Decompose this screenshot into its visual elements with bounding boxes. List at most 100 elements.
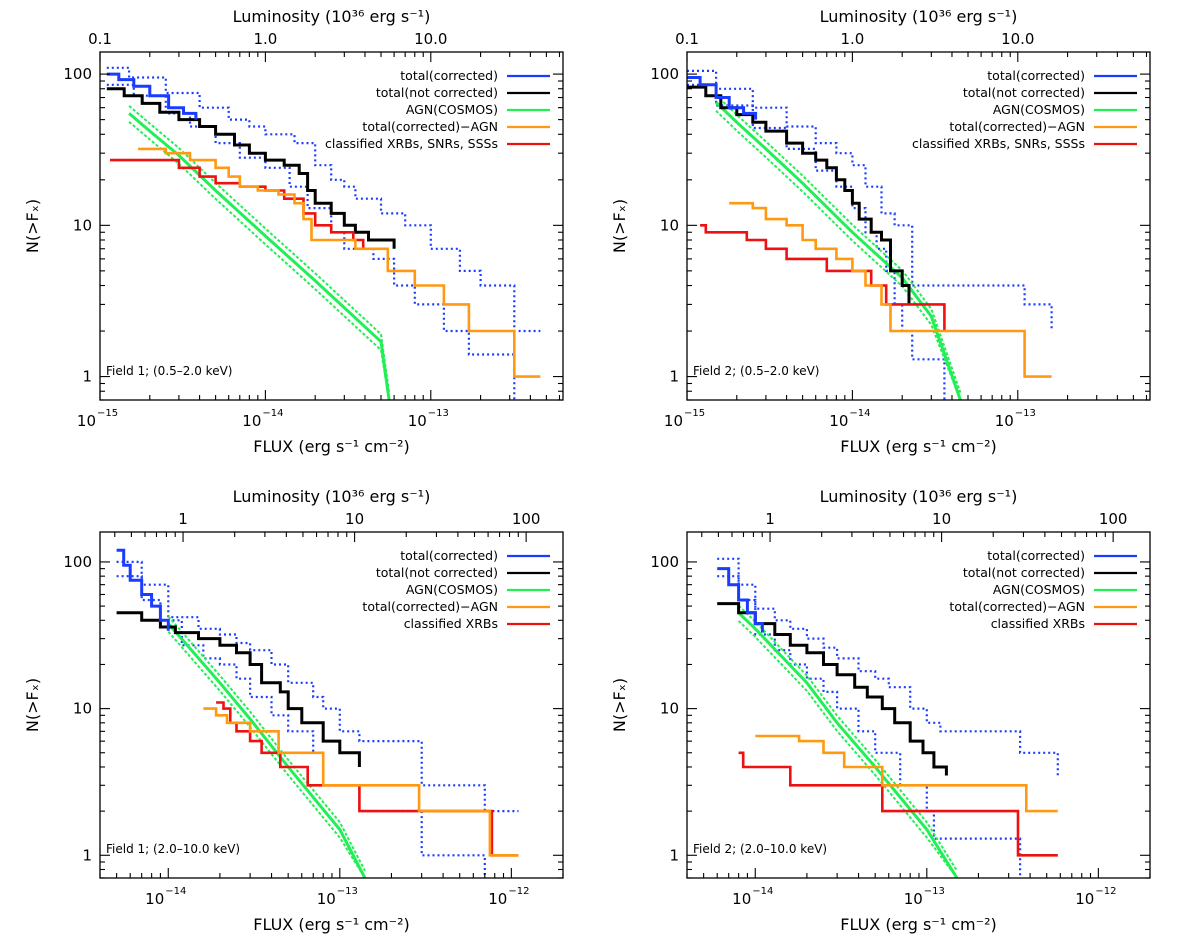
- top-tick-label: 1: [178, 510, 188, 528]
- x-axis-title: FLUX (erg s⁻¹ cm⁻²): [253, 437, 409, 456]
- x-tick-label: 10: [317, 890, 336, 908]
- agn-band-lower: [737, 620, 958, 878]
- legend-label-corrected-minus-agn: total(corrected)−AGN: [362, 119, 498, 134]
- x-tick-exponent: −14: [849, 408, 870, 419]
- y-tick-label: 1: [669, 846, 679, 864]
- field-annotation: Field 2; (0.5–2.0 keV): [693, 364, 819, 378]
- x-tick-label: 10: [904, 890, 923, 908]
- band-lower-line: [106, 83, 516, 400]
- legend-label-corrected-minus-agn: total(corrected)−AGN: [362, 599, 498, 614]
- series-line-total-corrected: [717, 567, 764, 633]
- y-tick-label: 1: [82, 368, 92, 386]
- y-tick-label: 10: [660, 700, 679, 718]
- band-upper-line: [106, 66, 541, 333]
- legend: total(corrected) total(not corrected) AGN(…: [912, 68, 1137, 151]
- series-line-corrected-minus-agn: [138, 147, 541, 378]
- x-tick-exponent: −12: [508, 886, 529, 897]
- y-tick-label: 10: [73, 700, 92, 718]
- top-axis-title: Luminosity (10³⁶ erg s⁻¹): [820, 487, 1018, 506]
- series-line-corrected-minus-agn: [729, 201, 1052, 378]
- y-axis-title: N(>Fₓ): [23, 678, 42, 732]
- x-tick-exponent: −13: [1015, 408, 1036, 419]
- top-tick-label: 10: [345, 510, 364, 528]
- x-tick-exponent: −14: [752, 886, 773, 897]
- y-tick-label: 1: [82, 846, 92, 864]
- top-tick-label: 0.1: [675, 30, 699, 48]
- band-lower-line: [687, 83, 946, 400]
- x-axis-title: FLUX (erg s⁻¹ cm⁻²): [840, 915, 996, 934]
- field-annotation: Field 2; (2.0–10.0 keV): [693, 842, 827, 856]
- series-line-total-corrected: [106, 72, 198, 120]
- x-tick-label: 10: [1075, 890, 1094, 908]
- series-line-total-not-corrected: [717, 602, 948, 776]
- top-tick-label: 100: [1099, 510, 1128, 528]
- series-line-agn-cosmos: [167, 622, 367, 878]
- top-tick-label: 10: [932, 510, 951, 528]
- top-axis-title: Luminosity (10³⁶ erg s⁻¹): [233, 7, 431, 26]
- x-tick-label: 10: [829, 412, 848, 430]
- series-line-total-corrected: [116, 548, 170, 631]
- agn-band-upper: [167, 615, 366, 872]
- series-line-agn-cosmos: [715, 101, 962, 400]
- legend-label-total-corrected: total(corrected): [987, 548, 1085, 563]
- y-tick-label: 10: [660, 216, 679, 234]
- band-lower-line: [717, 575, 1022, 878]
- series-line-agn-cosmos: [737, 611, 959, 878]
- x-tick-exponent: −12: [1095, 886, 1116, 897]
- band-upper-line: [717, 557, 1059, 778]
- x-axis-title: FLUX (erg s⁻¹ cm⁻²): [253, 915, 409, 934]
- plot-area: [106, 66, 541, 400]
- plot-area: [687, 69, 1053, 400]
- x-tick-label: 10: [77, 412, 96, 430]
- legend-label-total-corrected: total(corrected): [400, 68, 498, 83]
- series-line-agn-cosmos: [128, 112, 391, 400]
- y-tick-label: 100: [63, 553, 92, 571]
- agn-band-lower: [715, 110, 962, 400]
- x-tick-exponent: −15: [684, 408, 705, 419]
- series-line-total-not-corrected: [116, 611, 361, 767]
- top-axis-title: Luminosity (10³⁶ erg s⁻¹): [820, 7, 1018, 26]
- x-tick-label: 10: [145, 890, 164, 908]
- x-tick-exponent: −13: [428, 408, 449, 419]
- x-tick-label: 10: [732, 890, 751, 908]
- legend: total(corrected) total(not corrected) AGN(…: [949, 548, 1137, 631]
- series-line-classified-sources: [738, 751, 1058, 857]
- agn-band-upper: [737, 604, 958, 872]
- legend-label-total-not-corrected: total(not corrected): [963, 565, 1085, 580]
- series-line-classified-sources: [216, 701, 519, 857]
- legend-label-total-corrected: total(corrected): [400, 548, 498, 563]
- field-annotation: Field 1; (0.5–2.0 keV): [106, 364, 232, 378]
- legend-label-classified-sources: classified XRBs: [404, 616, 498, 631]
- y-axis-title: N(>Fₓ): [610, 678, 629, 732]
- top-tick-label: 1.0: [840, 30, 864, 48]
- plot-area: [717, 557, 1059, 878]
- y-tick-label: 100: [63, 65, 92, 83]
- legend-label-agn-cosmos: AGN(COSMOS): [406, 102, 498, 117]
- x-axis-title: FLUX (erg s⁻¹ cm⁻²): [840, 437, 996, 456]
- y-tick-label: 10: [73, 216, 92, 234]
- legend-label-total-corrected: total(corrected): [987, 68, 1085, 83]
- agn-band-lower: [128, 121, 391, 400]
- x-tick-exponent: −15: [97, 408, 118, 419]
- series-line-total-not-corrected: [687, 85, 911, 305]
- legend-label-classified-sources: classified XRBs, SNRs, SSSs: [912, 136, 1085, 151]
- series-line-total-corrected: [687, 76, 758, 120]
- agn-band-lower: [167, 631, 366, 878]
- y-axis-title: N(>Fₓ): [610, 199, 629, 253]
- legend-label-agn-cosmos: AGN(COSMOS): [993, 102, 1085, 117]
- legend-label-agn-cosmos: AGN(COSMOS): [406, 582, 498, 597]
- y-tick-label: 100: [650, 65, 679, 83]
- legend: total(corrected) total(not corrected) AGN(…: [362, 548, 550, 631]
- series-line-total-not-corrected: [106, 87, 396, 249]
- legend-label-total-not-corrected: total(not corrected): [963, 85, 1085, 100]
- legend-label-corrected-minus-agn: total(corrected)−AGN: [949, 119, 1085, 134]
- series-line-corrected-minus-agn: [755, 734, 1058, 813]
- top-tick-label: 1: [765, 510, 775, 528]
- x-tick-label: 10: [995, 412, 1014, 430]
- agn-band-upper: [128, 105, 391, 393]
